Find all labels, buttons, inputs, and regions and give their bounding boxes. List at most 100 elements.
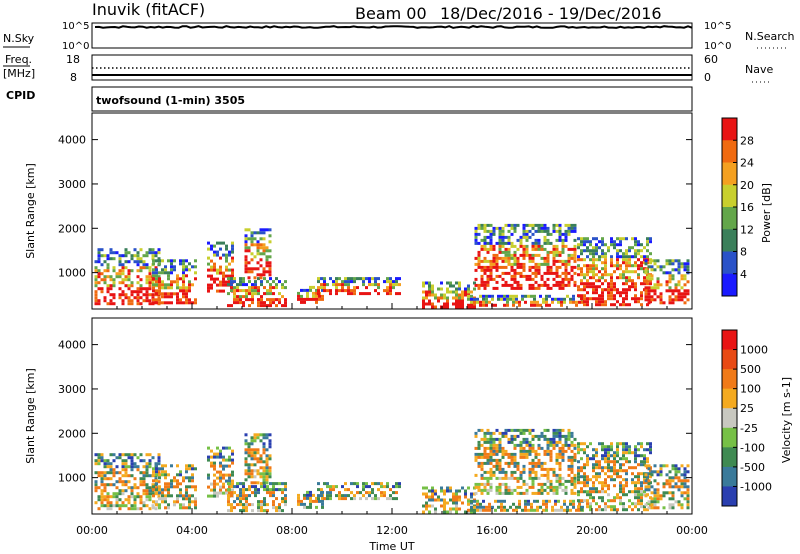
- echo-cell: [440, 489, 443, 493]
- echo-cell: [335, 280, 338, 284]
- echo-cell: [247, 261, 251, 265]
- echo-cell: [356, 482, 359, 486]
- echo-cell: [434, 507, 437, 511]
- echo-cell: [213, 473, 216, 477]
- echo-cell: [260, 295, 263, 299]
- echo-cell: [247, 237, 251, 241]
- echo-cell: [118, 498, 122, 502]
- echo-cell: [121, 269, 125, 273]
- echo-cell: [344, 289, 347, 293]
- echo-cell: [464, 293, 467, 297]
- echo-cell: [461, 486, 464, 490]
- echo-cell: [344, 482, 347, 486]
- echo-cell: [637, 243, 640, 247]
- echo-cell: [540, 229, 544, 233]
- echo-cell: [558, 428, 562, 432]
- echo-cell: [519, 428, 523, 432]
- echo-cell: [106, 477, 110, 481]
- echo-cell: [395, 280, 398, 284]
- echo-cell: [182, 286, 185, 290]
- echo-cell: [501, 238, 505, 242]
- echo-cell: [350, 277, 353, 281]
- echo-cell: [97, 495, 101, 499]
- echo-cell: [573, 476, 577, 480]
- echo-cell: [577, 472, 580, 476]
- echo-cell: [251, 301, 254, 305]
- echo-cell: [434, 489, 437, 493]
- echo-cell: [613, 240, 616, 244]
- echo-cell: [262, 273, 266, 277]
- echo-cell: [628, 445, 631, 449]
- echo-cell: [233, 298, 236, 302]
- echo-cell: [207, 256, 210, 260]
- echo-cell: [362, 485, 365, 489]
- echo-cell: [470, 495, 473, 499]
- echo-cell: [581, 505, 584, 509]
- echo-cell: [555, 473, 559, 477]
- echo-cell: [485, 294, 488, 298]
- echo-cell: [619, 264, 622, 268]
- echo-cell: [127, 498, 131, 502]
- echo-cell: [251, 491, 254, 495]
- echo-cell: [106, 459, 110, 463]
- echo-cell: [537, 265, 541, 269]
- echo-cell: [607, 288, 610, 292]
- echo-cell: [100, 248, 104, 252]
- echo-cell: [534, 286, 538, 290]
- echo-cell: [250, 252, 254, 256]
- echo-cell: [219, 256, 222, 260]
- echo-cell: [683, 473, 687, 477]
- echo-cell: [230, 304, 233, 308]
- echo-cell: [434, 305, 437, 309]
- echo-cell: [389, 488, 392, 492]
- echo-cell: [610, 255, 613, 259]
- echo-cell: [613, 496, 616, 500]
- echo-cell: [489, 482, 493, 486]
- echo-cell: [127, 453, 131, 457]
- echo-cell: [332, 485, 335, 489]
- echo-cell: [507, 235, 511, 239]
- echo-cell: [152, 500, 155, 504]
- echo-cell: [525, 223, 529, 227]
- echo-cell: [210, 494, 213, 498]
- echo-cell: [543, 449, 547, 453]
- echo-cell: [637, 297, 640, 301]
- echo-cell: [477, 461, 481, 465]
- echo-cell: [486, 437, 490, 441]
- echo-cell: [207, 241, 210, 245]
- echo-cell: [257, 506, 260, 510]
- echo-cell: [244, 451, 248, 455]
- echo-cell: [501, 241, 505, 245]
- echo-cell: [492, 247, 496, 251]
- echo-cell: [501, 271, 505, 275]
- echo-cell: [225, 458, 228, 462]
- echo-cell: [231, 259, 234, 263]
- echo-cell: [546, 443, 550, 447]
- echo-cell: [179, 262, 182, 266]
- echo-cell: [353, 292, 356, 296]
- echo-cell: [130, 456, 134, 460]
- colorbar-segment: [722, 349, 737, 370]
- echo-cell: [142, 504, 146, 508]
- echo-cell: [250, 448, 254, 452]
- echo-cell: [498, 250, 502, 254]
- echo-cell: [161, 488, 164, 492]
- echo-cell: [650, 277, 654, 281]
- echo-cell: [613, 472, 616, 476]
- echo-cell: [260, 482, 263, 486]
- echo-cell: [222, 277, 225, 281]
- echo-cell: [646, 249, 649, 253]
- echo-cell: [644, 473, 648, 477]
- echo-cell: [540, 226, 544, 230]
- echo-cell: [516, 283, 520, 287]
- echo-cell: [489, 241, 493, 245]
- echo-cell: [268, 454, 272, 458]
- echo-cell: [552, 473, 556, 477]
- echo-cell: [619, 481, 622, 485]
- echo-cell: [659, 283, 663, 287]
- echo-cell: [586, 303, 589, 307]
- echo-cell: [586, 282, 589, 286]
- echo-cell: [428, 281, 431, 285]
- echo-cell: [528, 467, 532, 471]
- echo-cell: [130, 507, 134, 511]
